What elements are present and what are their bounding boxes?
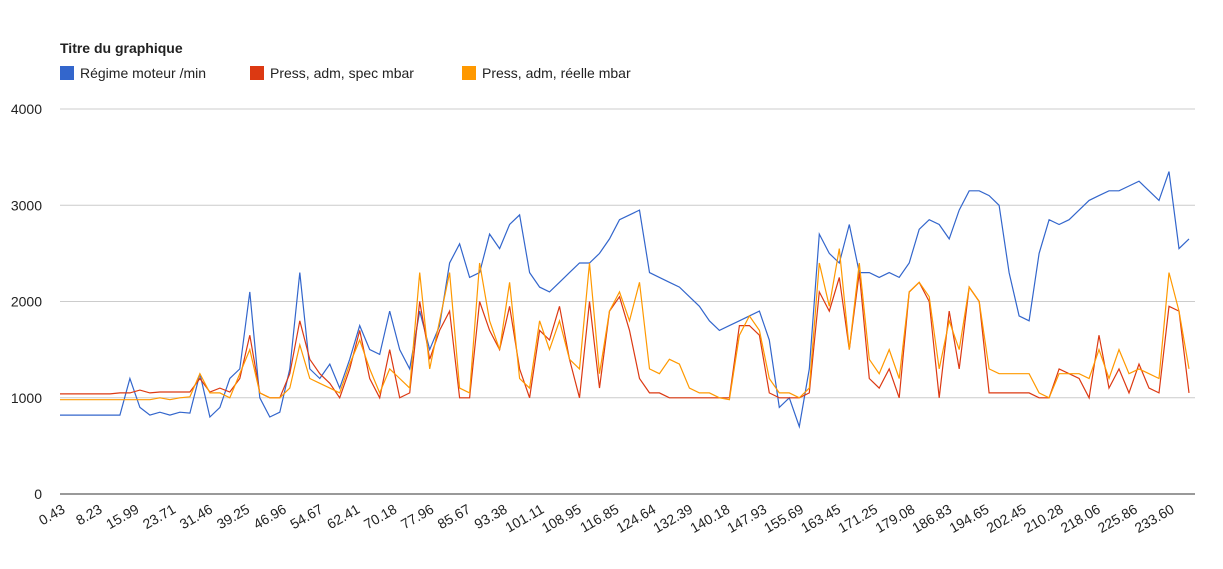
y-tick-label: 1000 bbox=[11, 390, 42, 406]
legend-swatch bbox=[462, 66, 476, 80]
x-tick-label: 163.45 bbox=[798, 501, 843, 536]
x-tick-label: 194.65 bbox=[946, 501, 991, 536]
y-tick-label: 0 bbox=[34, 486, 42, 502]
x-tick-label: 46.96 bbox=[251, 501, 290, 532]
line-series bbox=[60, 248, 1190, 401]
x-tick-label: 108.95 bbox=[539, 501, 584, 536]
line-series bbox=[60, 272, 1190, 400]
x-tick-label: 8.23 bbox=[73, 501, 105, 529]
y-tick-label: 2000 bbox=[11, 294, 42, 310]
x-tick-label: 39.25 bbox=[214, 501, 253, 532]
x-tick-label: 155.69 bbox=[761, 501, 806, 536]
x-tick-label: 171.25 bbox=[835, 501, 880, 536]
x-tick-label: 77.96 bbox=[398, 501, 437, 532]
x-tick-label: 202.45 bbox=[984, 501, 1029, 536]
x-tick-label: 124.64 bbox=[613, 501, 658, 536]
x-tick-label: 147.93 bbox=[724, 501, 769, 536]
legend-label: Press, adm, spec mbar bbox=[270, 65, 414, 81]
x-tick-label: 132.39 bbox=[650, 501, 695, 536]
line-series bbox=[60, 171, 1190, 429]
x-tick-label: 23.71 bbox=[140, 501, 179, 532]
x-tick-label: 31.46 bbox=[177, 501, 216, 532]
x-tick-label: 179.08 bbox=[872, 501, 917, 536]
y-tick-label: 4000 bbox=[11, 101, 42, 117]
x-tick-label: 0.43 bbox=[36, 501, 68, 529]
x-tick-label: 54.67 bbox=[287, 501, 326, 532]
x-tick-label: 15.99 bbox=[103, 501, 142, 532]
legend-swatch bbox=[250, 66, 264, 80]
x-tick-label: 62.41 bbox=[324, 501, 363, 532]
chart-title: Titre du graphique bbox=[60, 40, 183, 56]
x-tick-label: 233.60 bbox=[1132, 501, 1177, 536]
x-tick-label: 140.18 bbox=[687, 501, 732, 536]
x-tick-label: 186.83 bbox=[909, 501, 954, 536]
x-tick-label: 225.86 bbox=[1095, 501, 1140, 536]
x-tick-label: 210.28 bbox=[1021, 501, 1066, 536]
x-tick-label: 116.85 bbox=[577, 501, 621, 536]
x-tick-label: 70.18 bbox=[361, 501, 400, 532]
x-tick-label: 93.38 bbox=[471, 501, 510, 532]
x-tick-label: 101.11 bbox=[502, 501, 546, 536]
legend-swatch bbox=[60, 66, 74, 80]
y-tick-label: 3000 bbox=[11, 197, 42, 213]
legend-label: Press, adm, réelle mbar bbox=[482, 65, 631, 81]
x-tick-label: 85.67 bbox=[435, 501, 474, 532]
legend-label: Régime moteur /min bbox=[80, 65, 206, 81]
x-tick-label: 218.06 bbox=[1058, 501, 1103, 536]
